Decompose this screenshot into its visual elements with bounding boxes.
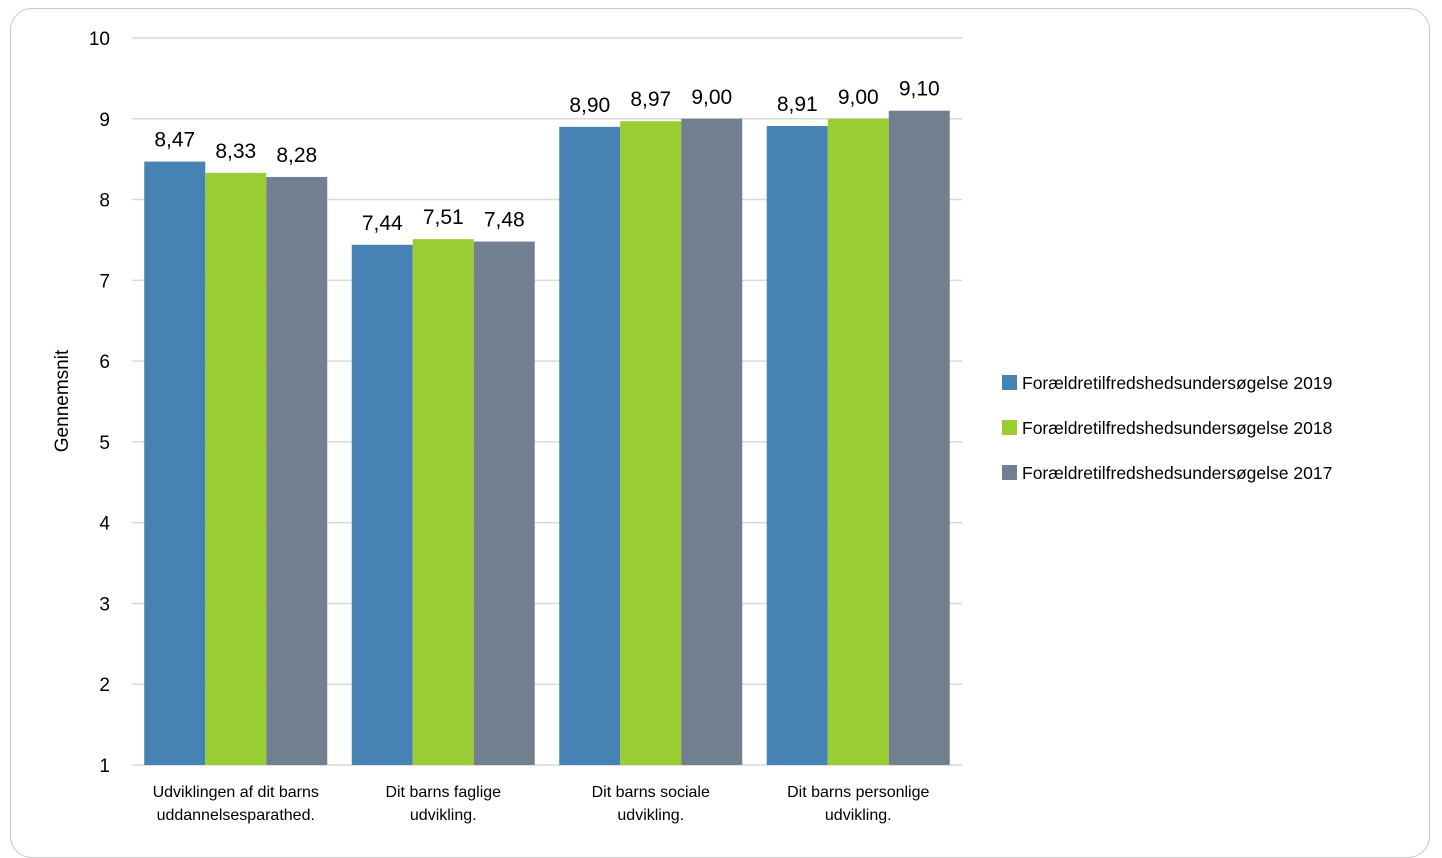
x-axis-categories: Udviklingen af dit barns uddannelsesparat… — [153, 784, 930, 824]
legend-entry: Forældretilfredshedsundersøgelse 2019 — [1022, 373, 1332, 393]
data-label: 9,00 — [838, 86, 879, 109]
bar — [266, 176, 328, 766]
y-tick-label: 3 — [99, 594, 110, 615]
bar — [412, 239, 474, 766]
y-axis-title: Gennemsnit — [52, 349, 73, 452]
bar — [144, 161, 206, 766]
data-label: 8,33 — [215, 140, 256, 163]
data-labels: 8,47 8,33 8,28 7,44 7,51 7,48 8,90 8,97 9,00 8,91… — [154, 78, 939, 235]
x-category-label: Dit barns faglige — [385, 784, 501, 801]
y-tick-label: 4 — [99, 514, 110, 535]
bar — [351, 244, 413, 765]
bars — [144, 110, 950, 766]
x-category-label: udvikling. — [410, 807, 477, 824]
x-category-label: uddannelsesparathed. — [157, 807, 315, 824]
bar — [766, 126, 828, 765]
bar — [205, 172, 267, 765]
bar — [620, 121, 682, 765]
data-label: 7,51 — [423, 206, 464, 229]
x-category-label: Dit barns sociale — [592, 784, 710, 801]
data-label: 8,91 — [777, 93, 818, 116]
y-tick-label: 8 — [99, 191, 110, 212]
y-tick-label: 5 — [99, 433, 110, 454]
data-label: 9,00 — [691, 86, 732, 109]
x-category-label: Udviklingen af dit barns — [153, 784, 319, 801]
x-category-label: udvikling. — [825, 807, 892, 824]
legend-entry: Forældretilfredshedsundersøgelse 2018 — [1022, 418, 1332, 438]
bar — [681, 118, 743, 766]
legend-swatch — [1002, 465, 1017, 480]
data-label: 9,10 — [899, 78, 940, 101]
y-tick-label: 6 — [99, 352, 110, 373]
bar — [827, 118, 889, 766]
data-label: 8,97 — [630, 88, 671, 111]
legend-entry: Forældretilfredshedsundersøgelse 2017 — [1022, 463, 1332, 483]
data-label: 8,28 — [276, 144, 317, 167]
legend-swatch — [1002, 375, 1017, 390]
y-axis-ticks: 1 2 3 4 5 6 7 8 9 10 — [89, 29, 111, 777]
bar — [559, 126, 621, 766]
data-label: 7,44 — [362, 212, 403, 235]
legend: Forældretilfredshedsundersøgelse 2019 For… — [1002, 373, 1332, 483]
data-label: 8,90 — [569, 94, 610, 117]
y-tick-label: 9 — [99, 110, 110, 131]
x-category-label: Dit barns personlige — [787, 784, 929, 801]
y-tick-label: 2 — [99, 675, 110, 696]
data-label: 7,48 — [484, 209, 525, 232]
legend-swatch — [1002, 420, 1017, 435]
data-label: 8,47 — [154, 129, 195, 152]
y-tick-label: 7 — [99, 271, 110, 292]
bar — [888, 110, 950, 765]
x-category-label: udvikling. — [617, 807, 684, 824]
bar — [473, 241, 535, 765]
y-tick-label: 10 — [89, 29, 110, 50]
y-tick-label: 1 — [99, 756, 110, 777]
